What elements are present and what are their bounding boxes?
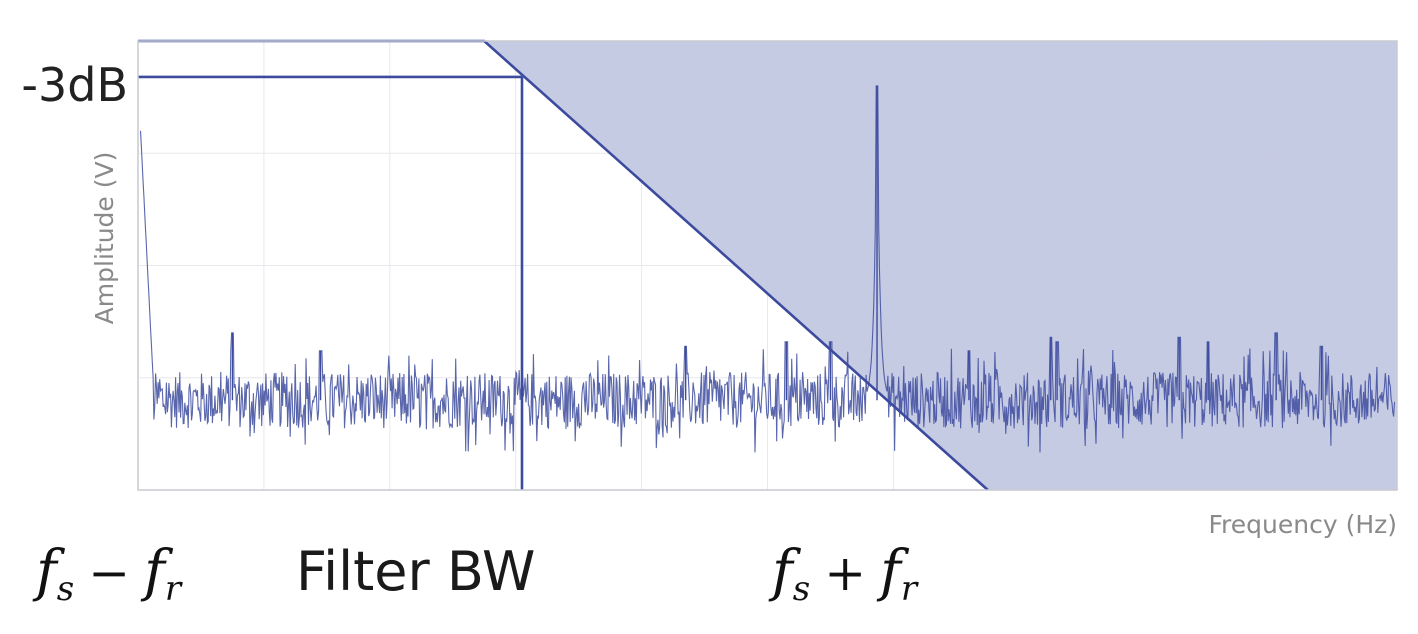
fs-minus-fr-op: −: [88, 544, 130, 602]
filter-stopband-shade: [484, 41, 1398, 490]
fs-minus-fr-s: s: [57, 569, 74, 609]
spectrum-line: [139, 85, 1396, 453]
fs-minus-fr-label: fs − fr: [32, 539, 183, 609]
fs-plus-fr-label: fs + fr: [768, 539, 919, 609]
y-axis-label: Amplitude (V): [90, 152, 119, 325]
fs-minus-fr-r: r: [165, 569, 183, 609]
spectrum-layer: [139, 85, 1396, 453]
plot-frame: [137, 40, 1398, 491]
filter-bw-label: Filter BW: [296, 540, 535, 603]
fs-plus-fr-r: r: [901, 569, 919, 609]
x-axis-label: Frequency (Hz): [1208, 510, 1397, 539]
fs-plus-fr-op: +: [824, 544, 866, 602]
level-label: -3dB: [21, 58, 128, 112]
fs-plus-fr-s: s: [793, 569, 810, 609]
